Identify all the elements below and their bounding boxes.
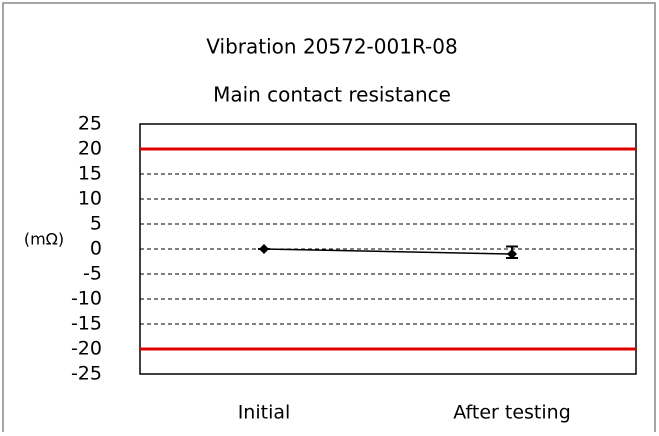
x-tick-label: After testing: [453, 402, 571, 424]
y-tick-label: 15: [78, 163, 102, 185]
chart-subtitle: Main contact resistance: [213, 83, 451, 107]
plot-area: [139, 123, 637, 375]
chart-title: Vibration 20572-001R-08: [206, 35, 457, 59]
y-tick-label: 5: [90, 213, 102, 235]
x-tick-label: Initial: [238, 402, 291, 424]
y-tick-label: 25: [78, 113, 102, 135]
y-tick-label: -20: [71, 338, 102, 360]
point: [507, 249, 517, 259]
y-tick-label: -25: [71, 363, 102, 385]
y-tick-label: 0: [90, 238, 102, 260]
y-tick-label: -10: [71, 288, 102, 310]
series-line: [263, 248, 513, 255]
y-tick-label: 10: [78, 188, 102, 210]
point: [259, 244, 269, 254]
y-tick-label: -15: [71, 313, 102, 335]
y-axis-label: (mΩ): [24, 230, 64, 249]
y-tick-label: -5: [83, 263, 102, 285]
y-tick-label: 20: [78, 138, 102, 160]
